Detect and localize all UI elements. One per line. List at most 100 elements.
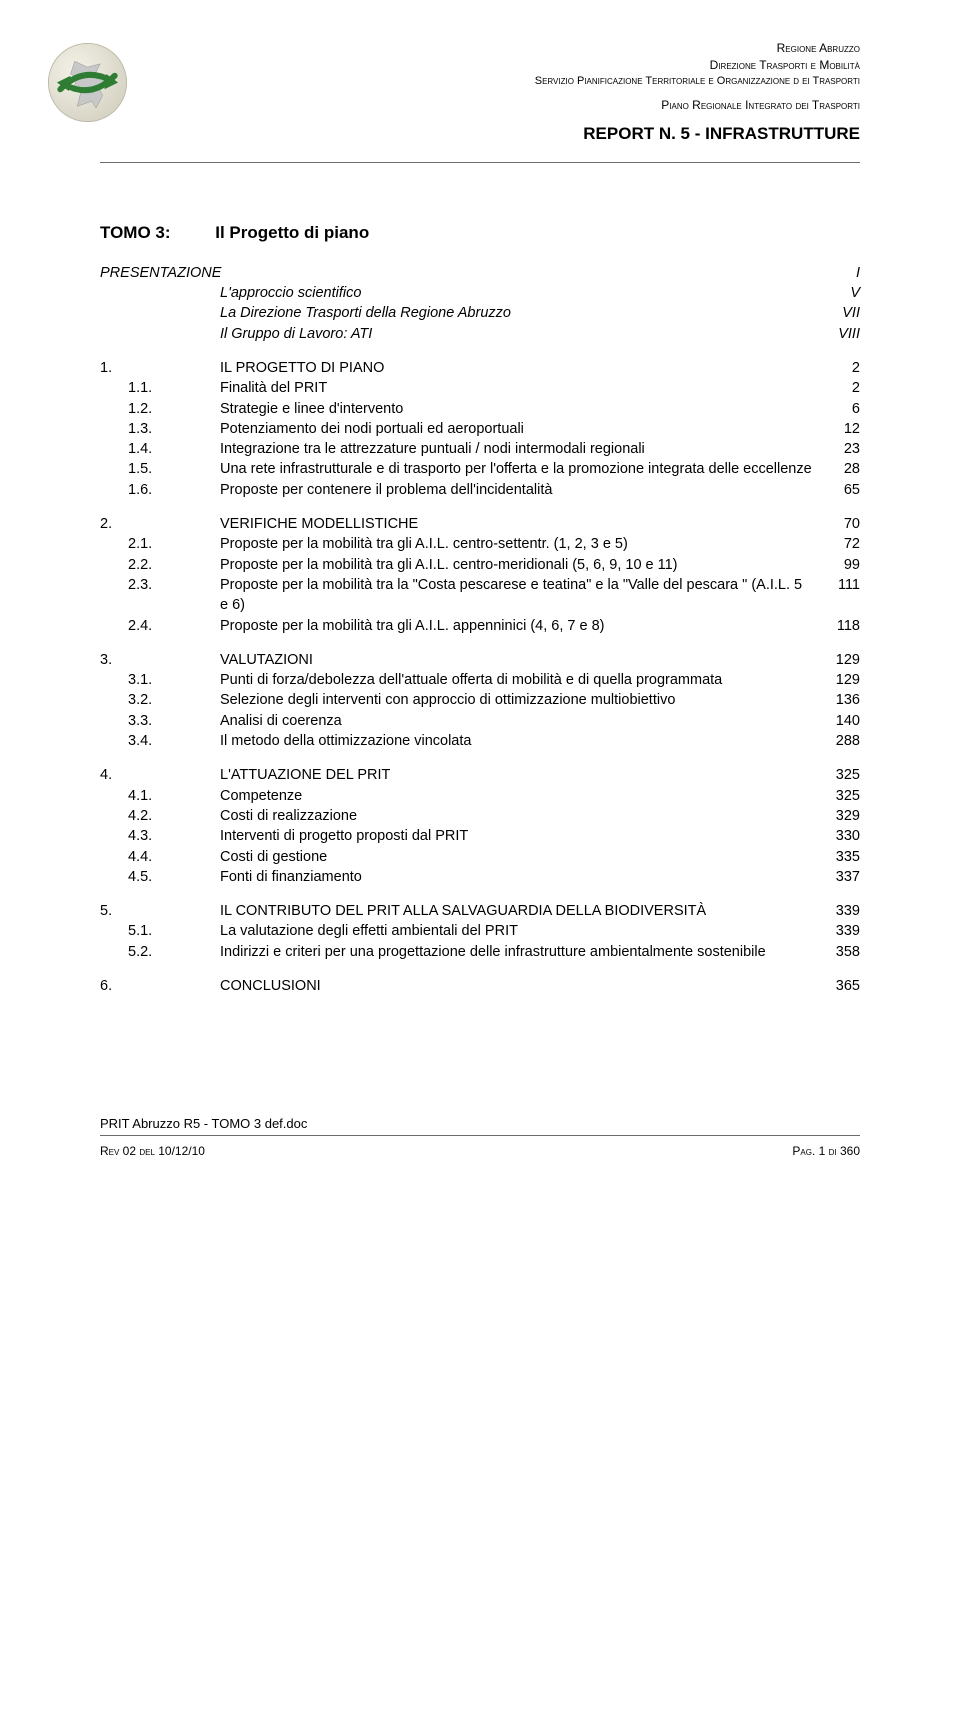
toc-item-page: 2	[820, 378, 860, 398]
toc-section-number: 3.	[100, 650, 220, 670]
toc-section-group: 6.CONCLUSIONI365	[100, 976, 860, 996]
toc-section-page: 339	[820, 901, 860, 921]
toc-item-number: 1.4.	[100, 439, 220, 459]
toc-item-number: 1.3.	[100, 419, 220, 439]
toc-item-row: 3.3.Analisi di coerenza140	[100, 711, 860, 731]
toc-front-row: PRESENTAZIONEI	[100, 263, 860, 283]
toc-item-label: Competenze	[220, 786, 820, 806]
toc-item-number: 3.2.	[100, 690, 220, 710]
toc-item-row: 1.2.Strategie e linee d'intervento6	[100, 399, 860, 419]
toc-section-group: 5.IL CONTRIBUTO DEL PRIT ALLA SALVAGUARD…	[100, 901, 860, 962]
toc-item-row: 2.2.Proposte per la mobilità tra gli A.I…	[100, 555, 860, 575]
toc-item-number: 5.1.	[100, 921, 220, 941]
toc-item-row: 5.1.La valutazione degli effetti ambient…	[100, 921, 860, 941]
toc-item-label: Integrazione tra le attrezzature puntual…	[220, 439, 820, 459]
toc-item-page: 129	[820, 670, 860, 690]
footer-filename: PRIT Abruzzo R5 - TOMO 3 def.doc	[100, 1116, 860, 1131]
toc-section-label: VERIFICHE MODELLISTICHE	[220, 514, 820, 534]
toc-item-page: 335	[820, 847, 860, 867]
toc-item-label: Fonti di finanziamento	[220, 867, 820, 887]
toc-item-label: Finalità del PRIT	[220, 378, 820, 398]
toc-item-number: 2.3.	[100, 575, 220, 595]
toc-item-label: Il metodo della ottimizzazione vincolata	[220, 731, 820, 751]
toc-section-page: 2	[820, 358, 860, 378]
toc-item-label: Indirizzi e criteri per una progettazion…	[220, 942, 820, 962]
header-line-3: Servizio Pianificazione Territoriale e O…	[100, 74, 860, 89]
toc-item-label: Interventi di progetto proposti dal PRIT	[220, 826, 820, 846]
toc-item-page: 329	[820, 806, 860, 826]
toc-section-label: CONCLUSIONI	[220, 976, 820, 996]
header-line-2: Direzione Trasporti e Mobilità	[100, 57, 860, 74]
toc-item-page: 136	[820, 690, 860, 710]
toc-section-row: 6.CONCLUSIONI365	[100, 976, 860, 996]
header-divider	[100, 162, 860, 163]
header-line-4: Piano Regionale Integrato dei Trasporti	[100, 97, 860, 114]
toc-item-number: 1.5.	[100, 459, 220, 479]
toc-item-page: 339	[820, 921, 860, 941]
toc-section-page: 129	[820, 650, 860, 670]
toc-item-page: 330	[820, 826, 860, 846]
toc-item-label: Punti di forza/debolezza dell'attuale of…	[220, 670, 820, 690]
toc-item-page: 337	[820, 867, 860, 887]
toc-item-page: 358	[820, 942, 860, 962]
toc-item-label: Proposte per la mobilità tra gli A.I.L. …	[220, 616, 820, 636]
toc-item-page: 65	[820, 480, 860, 500]
toc-item-label: Costi di gestione	[220, 847, 820, 867]
page-footer: PRIT Abruzzo R5 - TOMO 3 def.doc Rev 02 …	[100, 1116, 860, 1158]
toc-section-row: 2.VERIFICHE MODELLISTICHE70	[100, 514, 860, 534]
page: Regione Abruzzo Direzione Trasporti e Mo…	[0, 0, 960, 1198]
toc-section-row: 4.L'ATTUAZIONE DEL PRIT325	[100, 765, 860, 785]
toc-item-row: 1.1.Finalità del PRIT2	[100, 378, 860, 398]
toc-item-number: 4.4.	[100, 847, 220, 867]
footer-rev: Rev 02 del 10/12/10	[100, 1144, 205, 1158]
toc-item-label: Potenziamento dei nodi portuali ed aerop…	[220, 419, 820, 439]
toc-section-number: 1.	[100, 358, 220, 378]
toc-item-number: 1.6.	[100, 480, 220, 500]
tomo-title: Il Progetto di piano	[215, 223, 369, 242]
toc-section-number: 5.	[100, 901, 220, 921]
toc-front-label: L'approccio scientifico	[220, 283, 820, 303]
toc-item-number: 3.1.	[100, 670, 220, 690]
toc-item-row: 5.2.Indirizzi e criteri per una progetta…	[100, 942, 860, 962]
toc-item-label: Proposte per la mobilità tra gli A.I.L. …	[220, 534, 820, 554]
toc-section-group: 4.L'ATTUAZIONE DEL PRIT3254.1.Competenze…	[100, 765, 860, 887]
toc-item-number: 3.4.	[100, 731, 220, 751]
toc-front-page: VII	[820, 303, 860, 323]
toc-section-row: 1.IL PROGETTO DI PIANO2	[100, 358, 860, 378]
toc-section-page: 70	[820, 514, 860, 534]
logo-icon	[45, 40, 130, 125]
toc-item-row: 3.1.Punti di forza/debolezza dell'attual…	[100, 670, 860, 690]
tomo-label: TOMO 3:	[100, 223, 171, 243]
toc-front-label: PRESENTAZIONE	[100, 263, 820, 283]
toc-item-row: 3.2.Selezione degli interventi con appro…	[100, 690, 860, 710]
toc-item-number: 4.3.	[100, 826, 220, 846]
toc-section-row: 3.VALUTAZIONI129	[100, 650, 860, 670]
report-title: REPORT N. 5 - INFRASTRUTTURE	[100, 124, 860, 144]
toc-item-row: 2.3.Proposte per la mobilità tra la "Cos…	[100, 575, 860, 616]
toc-item-label: Analisi di coerenza	[220, 711, 820, 731]
toc-item-label: La valutazione degli effetti ambientali …	[220, 921, 820, 941]
toc-item-row: 4.5.Fonti di finanziamento337	[100, 867, 860, 887]
toc-item-page: 23	[820, 439, 860, 459]
toc-item-row: 4.3.Interventi di progetto proposti dal …	[100, 826, 860, 846]
toc-item-number: 4.1.	[100, 786, 220, 806]
toc-section-label: VALUTAZIONI	[220, 650, 820, 670]
toc-item-page: 99	[820, 555, 860, 575]
toc-section-number: 2.	[100, 514, 220, 534]
toc-item-label: Proposte per la mobilità tra la "Costa p…	[220, 575, 820, 616]
toc-item-number: 4.2.	[100, 806, 220, 826]
footer-page: Pag. 1 di 360	[792, 1144, 860, 1158]
toc-item-label: Selezione degli interventi con approccio…	[220, 690, 820, 710]
toc-item-page: 72	[820, 534, 860, 554]
toc-item-label: Proposte per la mobilità tra gli A.I.L. …	[220, 555, 820, 575]
toc-section-group: 1.IL PROGETTO DI PIANO21.1.Finalità del …	[100, 358, 860, 500]
toc-item-row: 1.6.Proposte per contenere il problema d…	[100, 480, 860, 500]
toc-item-number: 1.2.	[100, 399, 220, 419]
toc-item-page: 325	[820, 786, 860, 806]
toc-front-row: L'approccio scientificoV	[100, 283, 860, 303]
footer-row: Rev 02 del 10/12/10 Pag. 1 di 360	[100, 1144, 860, 1158]
toc-front-label: La Direzione Trasporti della Regione Abr…	[220, 303, 820, 323]
toc-item-number: 2.1.	[100, 534, 220, 554]
tomo-heading: TOMO 3: Il Progetto di piano	[100, 223, 860, 243]
toc-item-number: 1.1.	[100, 378, 220, 398]
